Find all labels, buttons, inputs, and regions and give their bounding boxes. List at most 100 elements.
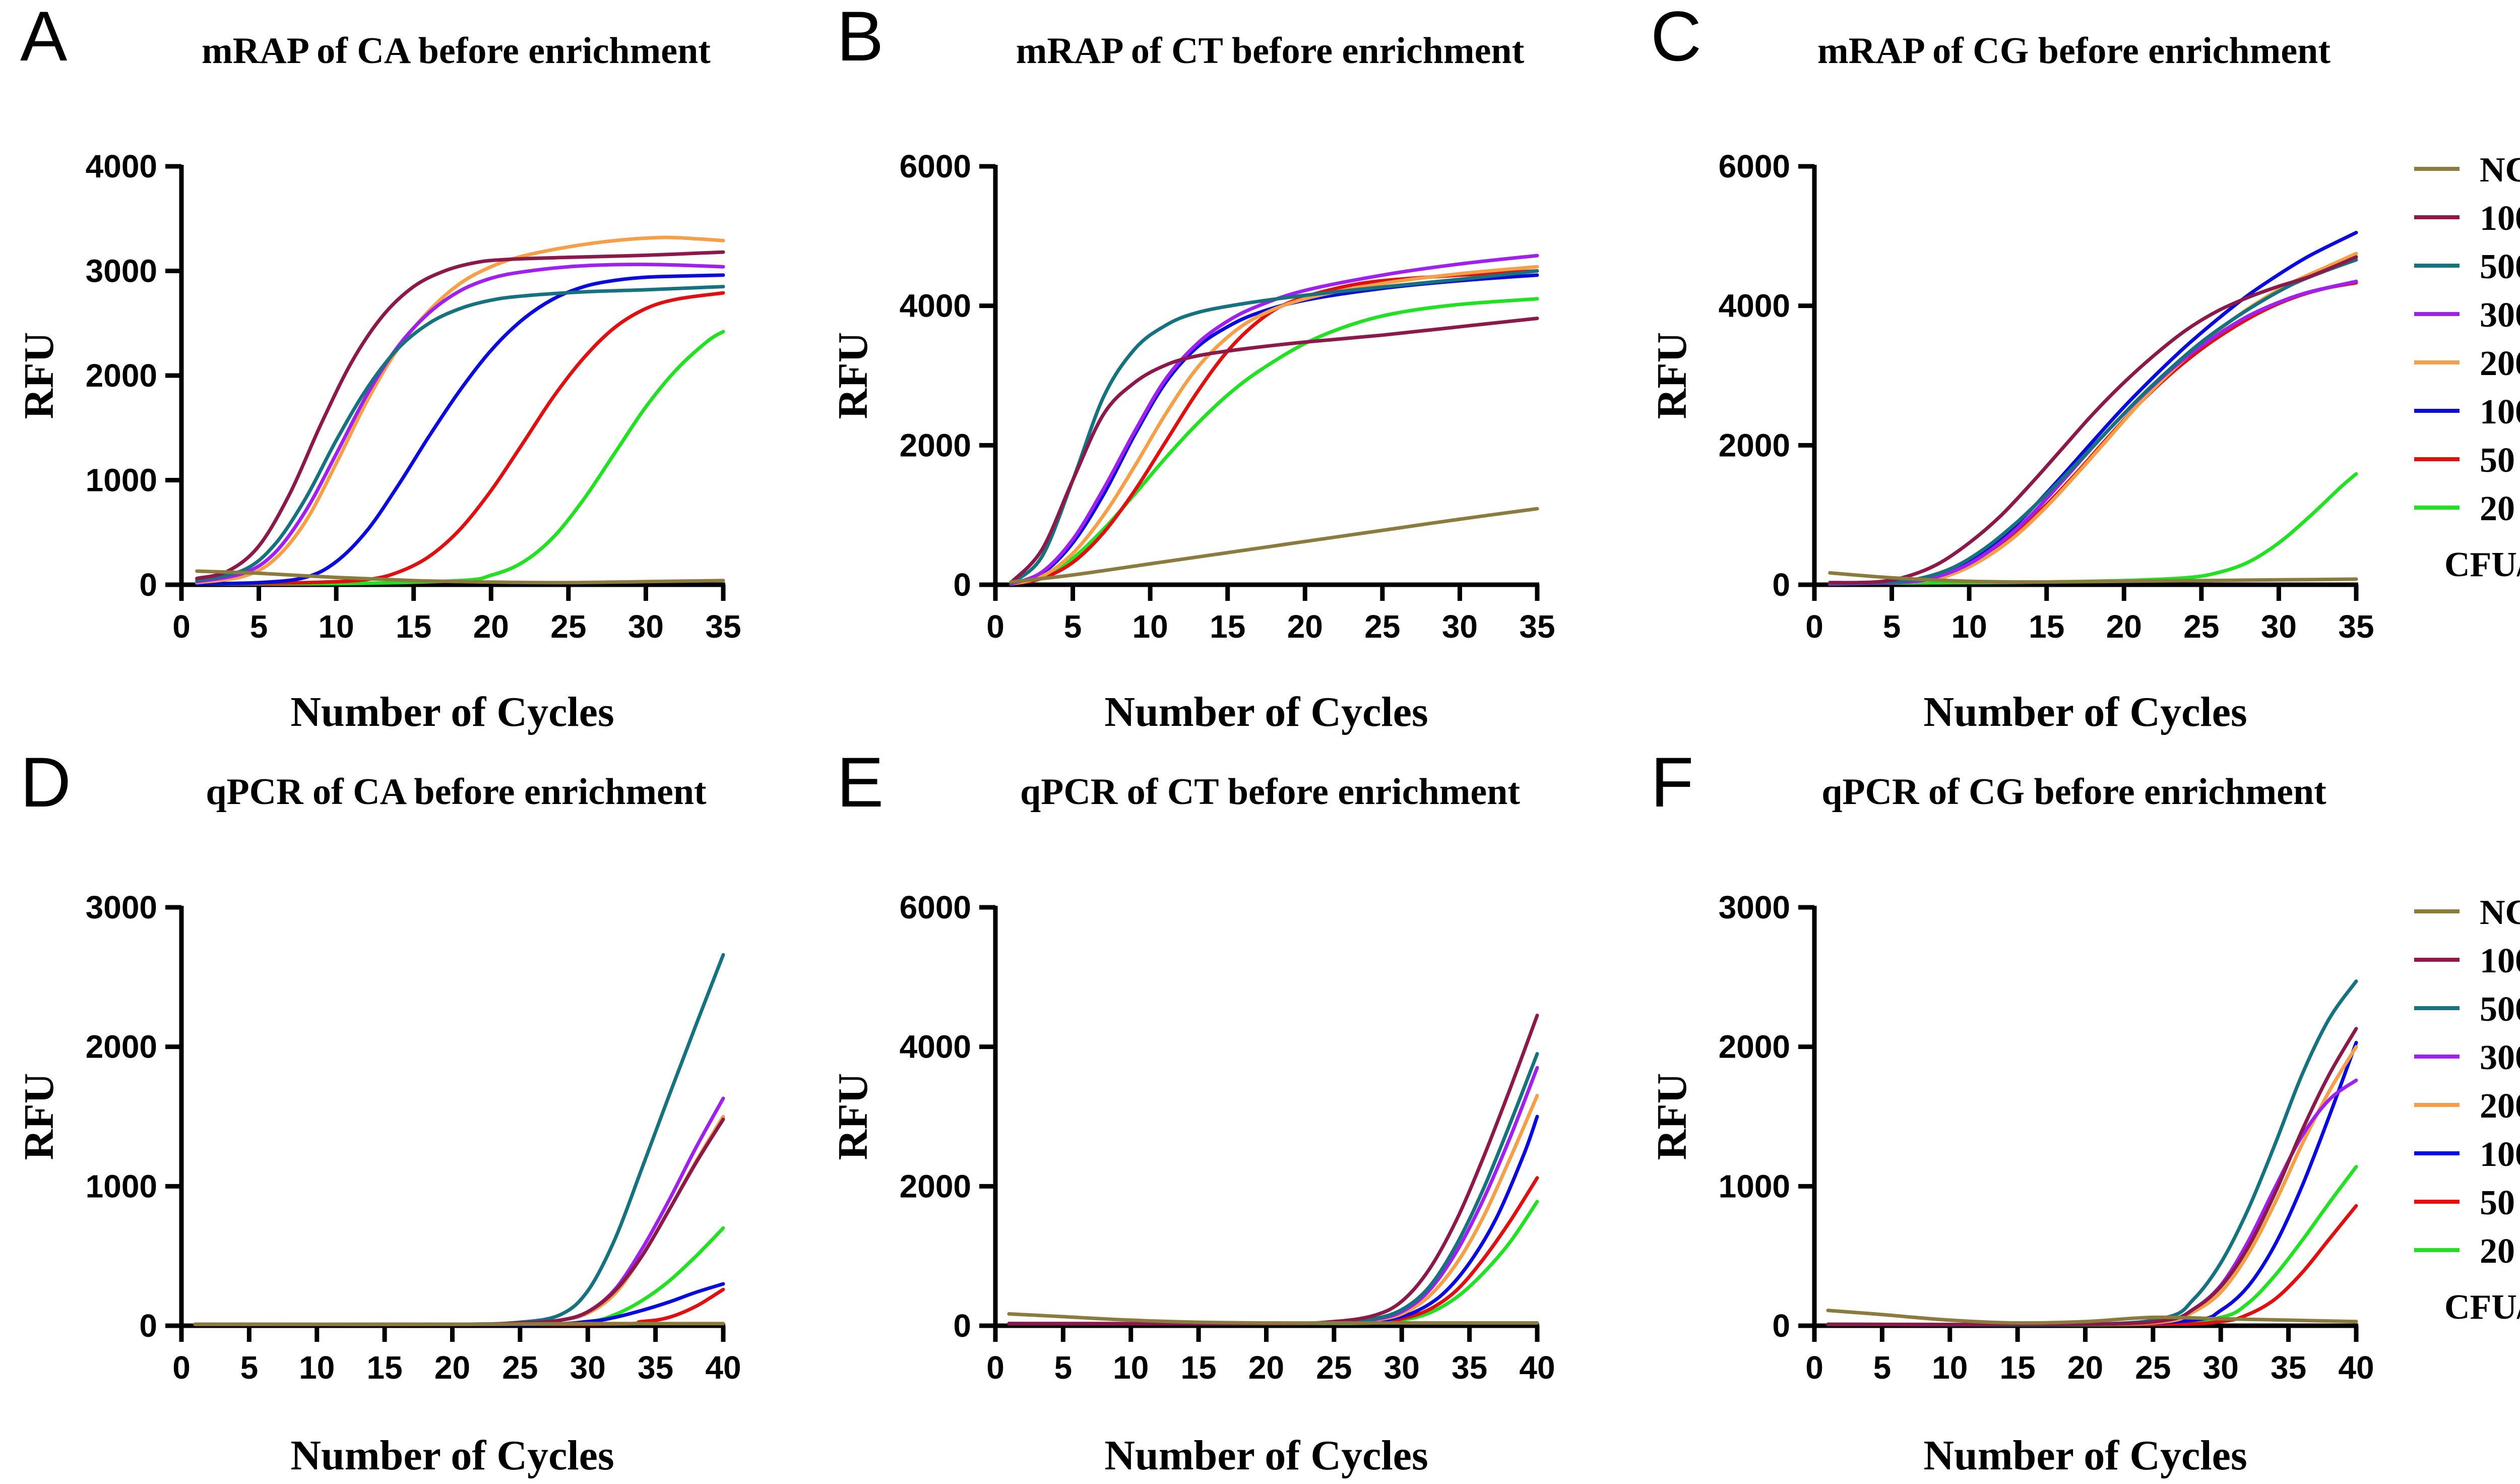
panel-letter: C <box>1651 0 1702 76</box>
panel-letter: D <box>20 743 71 822</box>
y-tick-label: 3000 <box>86 889 157 925</box>
series-line-100 <box>195 273 725 586</box>
panel-letter: B <box>837 0 884 76</box>
x-tick-label: 0 <box>1805 1349 1823 1386</box>
x-tick-label: 15 <box>396 608 431 645</box>
x-tick-label: 35 <box>705 608 741 645</box>
x-tick-label: 10 <box>1113 1349 1149 1386</box>
y-tick-label: 0 <box>953 567 971 603</box>
x-axis-title: Number of Cycles <box>290 689 614 735</box>
x-tick-label: 25 <box>2183 608 2219 645</box>
series-line-500 <box>193 953 725 1327</box>
series-line-nc <box>195 569 725 585</box>
legend-label: 50 <box>2480 441 2515 480</box>
y-axis-title: RFU <box>16 1073 62 1160</box>
y-tick-label: 4000 <box>86 148 157 184</box>
legend-label: NC <box>2480 893 2520 932</box>
x-tick-label: 10 <box>1951 608 1987 645</box>
legend-label: 500 <box>2480 990 2520 1029</box>
y-tick-label: 0 <box>139 567 157 603</box>
series-line-20 <box>1009 297 1539 586</box>
x-tick-label: 5 <box>1883 608 1901 645</box>
legend-label: 100 <box>2480 393 2520 431</box>
y-axis-title: RFU <box>1649 1073 1695 1160</box>
legend-label: 100 <box>2480 1135 2520 1174</box>
x-tick-label: 20 <box>2067 1349 2103 1386</box>
x-tick-label: 20 <box>1287 608 1323 645</box>
x-tick-label: 20 <box>2106 608 2142 645</box>
y-tick-label: 4000 <box>900 1029 971 1065</box>
legend-label: 1000 <box>2480 199 2520 238</box>
x-tick-label: 20 <box>1248 1349 1284 1386</box>
series-line-50 <box>1828 281 2358 586</box>
x-tick-label: 5 <box>1873 1349 1892 1386</box>
y-axis-title: RFU <box>1649 332 1695 419</box>
y-tick-label: 2000 <box>900 427 971 463</box>
x-tick-label: 0 <box>986 1349 1004 1386</box>
x-tick-label: 15 <box>367 1349 403 1386</box>
x-tick-label: 30 <box>2261 608 2297 645</box>
series-line-300 <box>1009 254 1539 586</box>
x-tick-label: 30 <box>628 608 664 645</box>
x-axis-title: Number of Cycles <box>1104 689 1428 735</box>
panel-title: qPCR of CT before enrichment <box>1020 771 1520 813</box>
y-tick-label: 0 <box>953 1308 971 1344</box>
legend-label: 50 <box>2480 1184 2515 1222</box>
x-tick-label: 10 <box>319 608 354 645</box>
panel-letter: E <box>837 743 884 822</box>
x-tick-label: 30 <box>570 1349 606 1386</box>
series-line-50 <box>1826 1204 2358 1327</box>
series-line-50 <box>1009 269 1539 586</box>
legend-label: 300 <box>2480 296 2520 335</box>
x-tick-label: 25 <box>1316 1349 1352 1386</box>
x-tick-label: 5 <box>1064 608 1082 645</box>
series-line-nc <box>1828 571 2358 584</box>
x-tick-label: 0 <box>172 608 191 645</box>
x-tick-label: 40 <box>705 1349 741 1386</box>
y-tick-label: 2000 <box>1719 1029 1790 1065</box>
x-tick-label: 25 <box>2135 1349 2171 1386</box>
y-tick-label: 6000 <box>900 889 971 925</box>
x-tick-label: 15 <box>2000 1349 2036 1386</box>
y-tick-label: 3000 <box>1719 889 1790 925</box>
series-line-nc <box>193 1322 725 1326</box>
y-tick-label: 1000 <box>86 1168 157 1204</box>
x-tick-label: 15 <box>2029 608 2064 645</box>
x-tick-label: 0 <box>986 608 1004 645</box>
series-line-1000 <box>1009 317 1539 585</box>
series-line-500 <box>1828 258 2358 585</box>
legend-unit: CFU/mL <box>2444 1288 2520 1327</box>
x-tick-label: 25 <box>1364 608 1400 645</box>
x-tick-label: 35 <box>1452 1349 1487 1386</box>
x-tick-label: 5 <box>250 608 268 645</box>
y-tick-label: 2000 <box>900 1168 971 1204</box>
x-tick-label: 30 <box>2203 1349 2239 1386</box>
x-tick-label: 5 <box>240 1349 259 1386</box>
x-tick-label: 25 <box>502 1349 538 1386</box>
y-tick-label: 0 <box>1772 1308 1790 1344</box>
legend-label: 1000 <box>2480 942 2520 980</box>
series-line-1000 <box>195 250 725 580</box>
x-tick-label: 15 <box>1210 608 1245 645</box>
series-line-nc <box>1009 507 1539 584</box>
series-line-300 <box>1007 1066 1539 1326</box>
x-tick-label: 40 <box>1519 1349 1555 1386</box>
y-tick-label: 6000 <box>900 148 971 184</box>
x-tick-label: 40 <box>2338 1349 2374 1386</box>
series-line-500 <box>1007 1052 1539 1326</box>
x-tick-label: 30 <box>1384 1349 1420 1386</box>
series-line-50 <box>193 1287 725 1327</box>
x-tick-label: 25 <box>550 608 586 645</box>
panel-title: mRAP of CG before enrichment <box>1817 30 2330 72</box>
y-tick-label: 0 <box>1772 567 1790 603</box>
series-line-50 <box>195 291 725 586</box>
legend-label: 20 <box>2480 489 2515 528</box>
legend: NC 1000 500 300 200 100 50 20 CFU/mL <box>2414 893 2520 1327</box>
panel-letter: A <box>20 0 68 76</box>
y-axis-title: RFU <box>830 1073 876 1160</box>
